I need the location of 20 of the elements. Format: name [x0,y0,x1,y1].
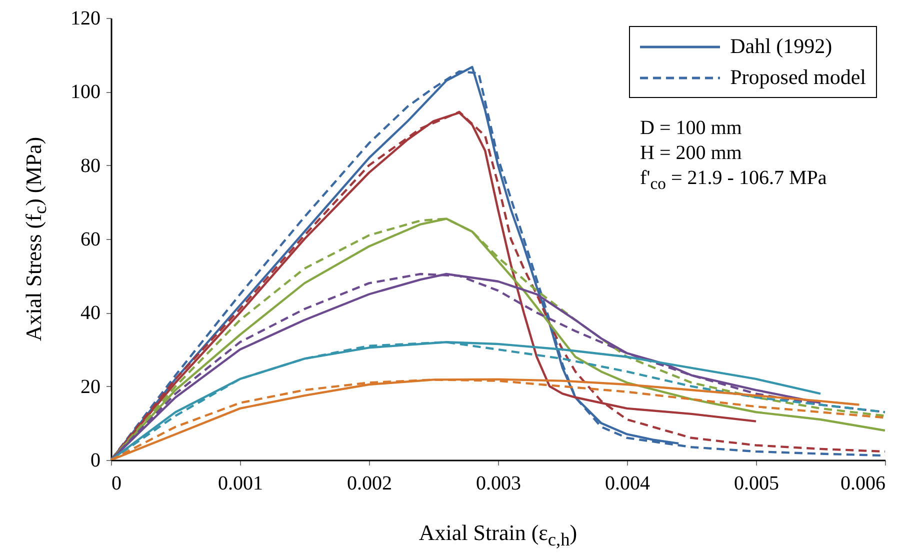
annotation: D = 100 mm [640,116,743,141]
x-tick-label: 0.003 [476,472,521,494]
legend-label: Proposed model [730,65,866,90]
x-tick-label: 0.004 [605,472,650,494]
x-tick-label: 0 [112,472,122,494]
x-tick-label: 0.005 [734,472,779,494]
y-tick-label: 40 [80,302,100,324]
annotation: f'$_{co}$ = 21.9 - 106.7 MPa [640,166,827,195]
y-tick-label: 60 [80,228,100,250]
x-tick-label: 0.002 [347,472,392,494]
y-tick-label: 0 [90,450,100,472]
x-tick-label: 0.006 [840,472,886,494]
y-tick-label: 80 [80,154,100,177]
x-axis-title: Axial Strain (ε$_{c,h}$) [418,520,578,550]
y-tick-label: 120 [70,8,100,30]
y-tick-label: 100 [70,81,100,104]
annotation: H = 200 mm [640,141,743,166]
x-tick-label: 0.001 [218,472,263,494]
y-tick-label: 20 [80,376,100,398]
legend-label: Dahl (1992) [730,34,832,59]
